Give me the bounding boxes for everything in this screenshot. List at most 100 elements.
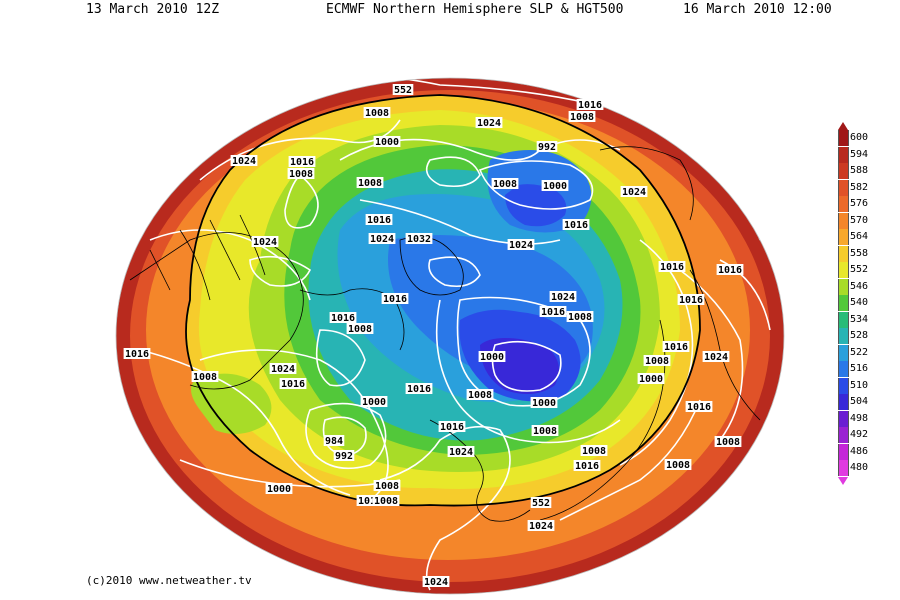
- legend-label: 540: [850, 297, 869, 308]
- isobar-label: 1016: [405, 383, 433, 395]
- isobar-label: 1024: [368, 233, 396, 245]
- isobar-label: 1016: [662, 341, 690, 353]
- isobar-label: 1016: [438, 421, 466, 433]
- isobar-line: [679, 269, 744, 441]
- legend-entry: 492: [838, 427, 896, 443]
- svg-text:1024: 1024: [509, 240, 533, 251]
- legend-entry: 480: [838, 460, 896, 476]
- valid-date-label: 13 March 2010 12Z: [86, 2, 220, 17]
- isobar-label: 1000: [530, 397, 558, 409]
- svg-text:1024: 1024: [622, 187, 646, 198]
- legend-swatch: [838, 377, 849, 394]
- isobar-label: 1024: [269, 363, 297, 375]
- isobar-label: 1016: [279, 378, 307, 390]
- svg-text:1024: 1024: [271, 364, 295, 375]
- legend-swatch: [838, 361, 849, 377]
- legend-entry: 594: [838, 146, 896, 163]
- legend-bottom-arrow: [838, 476, 848, 485]
- isobar-label: 552: [392, 84, 414, 96]
- isobar-label: 1008: [664, 459, 692, 471]
- svg-text:1016: 1016: [575, 461, 599, 472]
- svg-text:1016: 1016: [679, 295, 703, 306]
- legend-swatch: [838, 196, 849, 212]
- isobar-label: 1008: [373, 480, 401, 492]
- legend-entry: 486: [838, 443, 896, 460]
- isobar-label: 992: [536, 141, 558, 153]
- legend-entry: 528: [838, 328, 896, 344]
- isobar-label: 1024: [447, 446, 475, 458]
- legend-label: 600: [850, 132, 869, 143]
- legend-label: 570: [850, 214, 869, 226]
- legend-label: 498: [850, 412, 869, 424]
- legend-entry: 504: [838, 394, 896, 410]
- isobar-label: 1008: [191, 371, 219, 383]
- svg-text:1000: 1000: [543, 181, 567, 192]
- svg-text:1016: 1016: [125, 349, 149, 360]
- isobar-label: 1016: [576, 99, 604, 111]
- legend-swatch: [838, 460, 849, 476]
- isobar-line: [559, 399, 701, 521]
- europe-coast: [429, 419, 531, 522]
- legend-swatch: [838, 245, 849, 262]
- legend-swatch: [838, 146, 849, 163]
- legend-label: 510: [850, 379, 869, 391]
- isobar-label: 1016: [573, 460, 601, 472]
- svg-text:992: 992: [538, 142, 556, 153]
- svg-text:1016: 1016: [541, 307, 565, 318]
- svg-text:1024: 1024: [232, 156, 256, 167]
- svg-text:1016: 1016: [383, 294, 407, 305]
- legend-label: 492: [850, 429, 869, 440]
- legend-label: 594: [850, 148, 869, 160]
- legend-entry: 510: [838, 377, 896, 394]
- svg-text:1016: 1016: [290, 157, 314, 168]
- svg-text:1016: 1016: [578, 100, 602, 111]
- legend-swatch: [838, 443, 849, 460]
- copyright-text: (c)2010 www.netweather.tv: [86, 574, 252, 587]
- isobar-line: [478, 160, 594, 210]
- legend-entry: 516: [838, 361, 896, 377]
- isobar-line: [619, 239, 694, 466]
- north-america-coast: [129, 232, 304, 390]
- isobar-label: 1000: [360, 396, 388, 408]
- isobar-label: 1000: [265, 483, 293, 495]
- svg-text:1016: 1016: [331, 313, 355, 324]
- svg-text:1016: 1016: [358, 496, 382, 507]
- isobar-label: 1008: [287, 168, 315, 180]
- legend-entry: 540: [838, 295, 896, 311]
- svg-text:1024: 1024: [253, 237, 277, 248]
- isobar-line: [139, 349, 351, 496]
- isobar-line: [435, 299, 621, 444]
- isobar-label: 1000: [373, 136, 401, 148]
- legend-entry: 522: [838, 344, 896, 361]
- svg-text:1008: 1008: [493, 179, 517, 190]
- isobar-label: 1008: [580, 445, 608, 457]
- isobar-line: [199, 349, 389, 501]
- legend-swatch: [838, 212, 849, 229]
- height-band-510b: [505, 184, 567, 227]
- isobar-label: 1008: [372, 495, 400, 507]
- legend-label: 486: [850, 445, 869, 457]
- svg-text:1008: 1008: [348, 324, 372, 335]
- legend-entry: 558: [838, 245, 896, 262]
- isobar-line: [284, 173, 319, 229]
- isobar-label: 984: [323, 435, 345, 447]
- legend-swatch: [838, 262, 849, 278]
- svg-text:1008: 1008: [365, 108, 389, 119]
- isobar-label: 1008: [531, 425, 559, 437]
- svg-text:1016: 1016: [664, 342, 688, 353]
- isobar-label: 1016: [539, 306, 567, 318]
- svg-text:1000: 1000: [480, 352, 504, 363]
- isobar-label: 1016: [716, 264, 744, 276]
- svg-text:1000: 1000: [375, 137, 399, 148]
- svg-text:1016: 1016: [281, 379, 305, 390]
- legend-entry: 576: [838, 196, 896, 212]
- isobar-line: [491, 340, 562, 392]
- legend-swatch: [838, 344, 849, 361]
- isobar-label: 1008: [346, 323, 374, 335]
- svg-text:1008: 1008: [666, 460, 690, 471]
- legend-label: 522: [850, 346, 869, 358]
- isobar-label: 1000: [637, 373, 665, 385]
- legend-label: 546: [850, 280, 869, 292]
- isobar-label: 1008: [356, 177, 384, 189]
- legend-entry: 552: [838, 262, 896, 278]
